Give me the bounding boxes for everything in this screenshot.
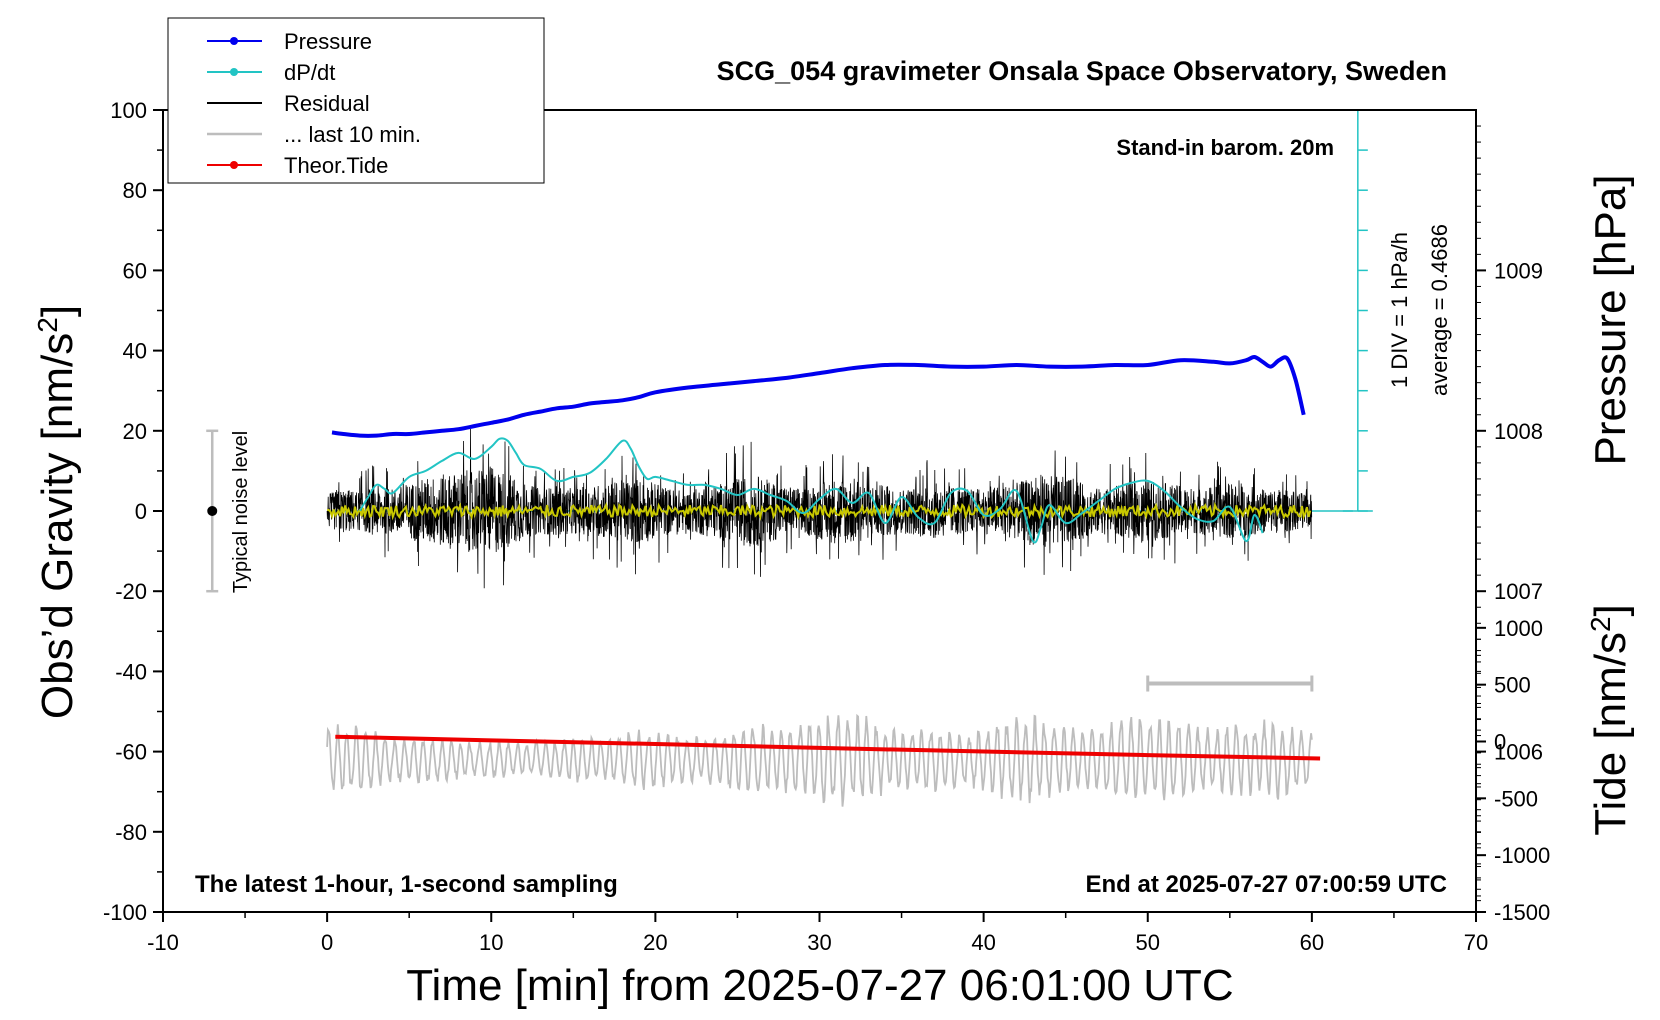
plot-area — [206, 109, 1373, 807]
y-tick-label: 60 — [123, 258, 147, 283]
y-tick-label: -100 — [103, 900, 147, 925]
y-axis-title: Obs’d Gravity [nm/s2] — [32, 305, 83, 719]
x-tick-label: 70 — [1464, 930, 1488, 955]
tide-tick-label: 0 — [1494, 730, 1506, 755]
pressure-axis-title: Pressure [hPa] — [1586, 174, 1635, 465]
y-tick-label: -60 — [115, 740, 147, 765]
series-pressure — [331, 354, 1306, 438]
div-label: 1 DIV = 1 hPa/h — [1387, 232, 1412, 388]
legend-label: Theor.Tide — [284, 153, 388, 178]
latest-label: The latest 1-hour, 1-second sampling — [195, 871, 618, 898]
stand-in-label: Stand-in barom. 20m — [1116, 135, 1334, 160]
x-tick-label: -10 — [147, 930, 179, 955]
pressure-tick-label: 1007 — [1494, 579, 1543, 604]
legend-label: Residual — [284, 91, 370, 116]
y-tick-label: -80 — [115, 820, 147, 845]
series-theor-tide — [335, 734, 1321, 761]
series-residual — [326, 428, 1313, 589]
x-axis: -10 0 10 20 30 40 50 60 70 — [147, 912, 1488, 955]
x-tick-label: 20 — [643, 930, 667, 955]
tide-axis-title: Tide [nm/s2] — [1585, 604, 1636, 836]
average-label: average = 0.4686 — [1427, 224, 1452, 396]
legend-label: dP/dt — [284, 60, 335, 85]
y-axis-pressure: 1006 1007 1008 1009 — [1476, 125, 1543, 897]
noise-label: Typical noise level — [230, 431, 252, 593]
tide-tick-label: -1000 — [1494, 843, 1550, 868]
series-dpdt — [359, 437, 1264, 544]
noise-bar-point — [207, 506, 218, 516]
series-last-10-min — [326, 713, 1313, 807]
y-tick-label: 100 — [110, 98, 147, 123]
legend: Pressure dP/dt Residual ... last 10 min. The… — [167, 17, 545, 184]
legend-box — [167, 17, 545, 184]
y-tick-label: -20 — [115, 579, 147, 604]
legend-label: ... last 10 min. — [284, 122, 421, 147]
pressure-tick-label: 1008 — [1494, 419, 1543, 444]
x-tick-label: 40 — [971, 930, 995, 955]
y-axis-gravity: -100 -80 -60 -40 -20 0 20 40 60 80 100 — [103, 98, 163, 925]
x-tick-label: 10 — [479, 930, 503, 955]
x-tick-label: 0 — [321, 930, 333, 955]
pressure-tick-label: 1006 — [1494, 740, 1543, 765]
y-tick-label: 40 — [123, 339, 147, 364]
y-tick-label: 80 — [123, 178, 147, 203]
y-tick-label: 0 — [135, 499, 147, 524]
pressure-tick-label: 1009 — [1494, 258, 1543, 283]
tide-tick-label: -500 — [1494, 786, 1538, 811]
tide-tick-label: -1500 — [1494, 900, 1550, 925]
series-residual-filtered — [326, 501, 1312, 521]
y-tick-label: -40 — [115, 659, 147, 684]
x-axis-title: Time [min] from 2025-07-27 06:01:00 UTC — [406, 961, 1233, 1010]
x-tick-label: 30 — [807, 930, 831, 955]
y-tick-label: 20 — [123, 419, 147, 444]
tide-tick-label: 1000 — [1494, 616, 1543, 641]
x-tick-label: 50 — [1136, 930, 1160, 955]
y-axis-tide: -1500 -1000 -500 0 500 1000 — [1476, 616, 1550, 925]
legend-marker — [230, 161, 238, 169]
legend-label: Pressure — [284, 29, 372, 54]
tide-tick-label: 500 — [1494, 673, 1531, 698]
x-tick-label: 60 — [1300, 930, 1324, 955]
chart-title: SCG_054 gravimeter Onsala Space Observat… — [717, 56, 1447, 86]
legend-marker — [230, 37, 238, 45]
legend-marker — [230, 68, 238, 76]
end-label: End at 2025-07-27 07:00:59 UTC — [1086, 871, 1448, 898]
